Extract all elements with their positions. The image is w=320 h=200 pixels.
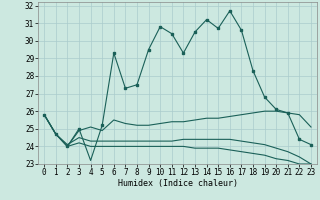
X-axis label: Humidex (Indice chaleur): Humidex (Indice chaleur) xyxy=(118,179,238,188)
